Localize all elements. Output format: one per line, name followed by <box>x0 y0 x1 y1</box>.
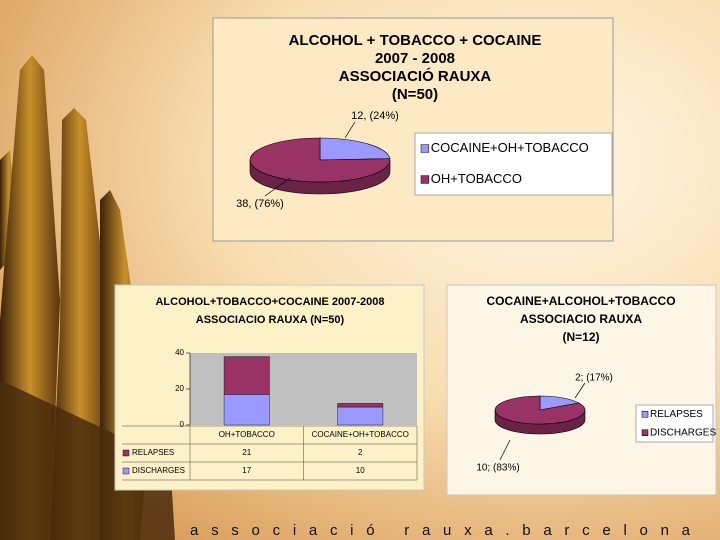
legend-box <box>414 132 613 196</box>
chart-3-frame <box>446 284 717 496</box>
x-tick-label: OH+TOBACCO <box>219 430 275 439</box>
pie-slice <box>539 395 580 411</box>
bar-segment <box>223 356 270 395</box>
leader-line <box>574 382 586 399</box>
pie-side-shade <box>495 410 585 434</box>
chart-title: ASSOCIACIO RAUXA <box>520 312 642 326</box>
chart-title: (N=12) <box>562 330 599 344</box>
chart-title: ASSOCIACIO RAUXA (N=50) <box>196 314 345 326</box>
legend-box <box>635 404 714 443</box>
chart-title: ALCOHOL + TOBACCO + COCAINE <box>289 32 542 49</box>
leader-line <box>344 121 356 139</box>
chart-title: COCAINE+ALCOHOL+TOBACCO <box>486 294 675 308</box>
table-value: 2 <box>358 448 363 457</box>
data-label: 2; (17%) <box>575 373 613 384</box>
x-tick-label: COCAINE+OH+TOBACCO <box>312 430 409 439</box>
chart-title: ASSOCIACIÓ RAUXA <box>339 67 492 85</box>
bar-segment <box>337 406 384 426</box>
legend-swatch <box>641 429 649 436</box>
table-value: 17 <box>242 466 251 475</box>
bar-segment <box>337 403 384 408</box>
y-tick-label: 40 <box>175 348 184 357</box>
data-label: 12, (24%) <box>351 110 399 122</box>
leader-line <box>499 439 511 461</box>
bar-segment <box>223 394 270 426</box>
data-label: 38, (76%) <box>236 198 284 210</box>
chart-title: ALCOHOL+TOBACCO+COCAINE 2007-2008 <box>155 296 384 308</box>
leader-line <box>264 177 291 197</box>
chart-title: (N=50) <box>392 86 438 103</box>
legend-swatch <box>122 467 130 475</box>
legend-label: RELAPSES <box>650 409 703 420</box>
pie-slice <box>494 395 586 425</box>
legend-label: DISCHARGES <box>650 427 716 438</box>
pie-slice <box>319 137 391 161</box>
legend-label: DISCHARGES <box>132 466 185 475</box>
table-value: 10 <box>356 466 365 475</box>
pie-side-shade <box>250 160 390 194</box>
legend-label: RELAPSES <box>132 448 174 457</box>
table-value: 21 <box>242 448 251 457</box>
legend-swatch <box>420 175 430 184</box>
y-tick-label: 20 <box>175 384 184 393</box>
data-label: 10; (83%) <box>476 463 519 474</box>
y-tick-label: 0 <box>180 420 185 429</box>
legend-swatch <box>641 411 649 418</box>
legend-label: COCAINE+OH+TOBACCO <box>431 140 589 155</box>
legend-swatch <box>420 144 430 153</box>
legend-label: OH+TOBACCO <box>431 171 522 186</box>
chart-1-frame <box>212 17 614 242</box>
legend-swatch <box>122 449 130 457</box>
pie-slice <box>249 137 391 183</box>
chart-title: 2007 - 2008 <box>375 50 455 67</box>
